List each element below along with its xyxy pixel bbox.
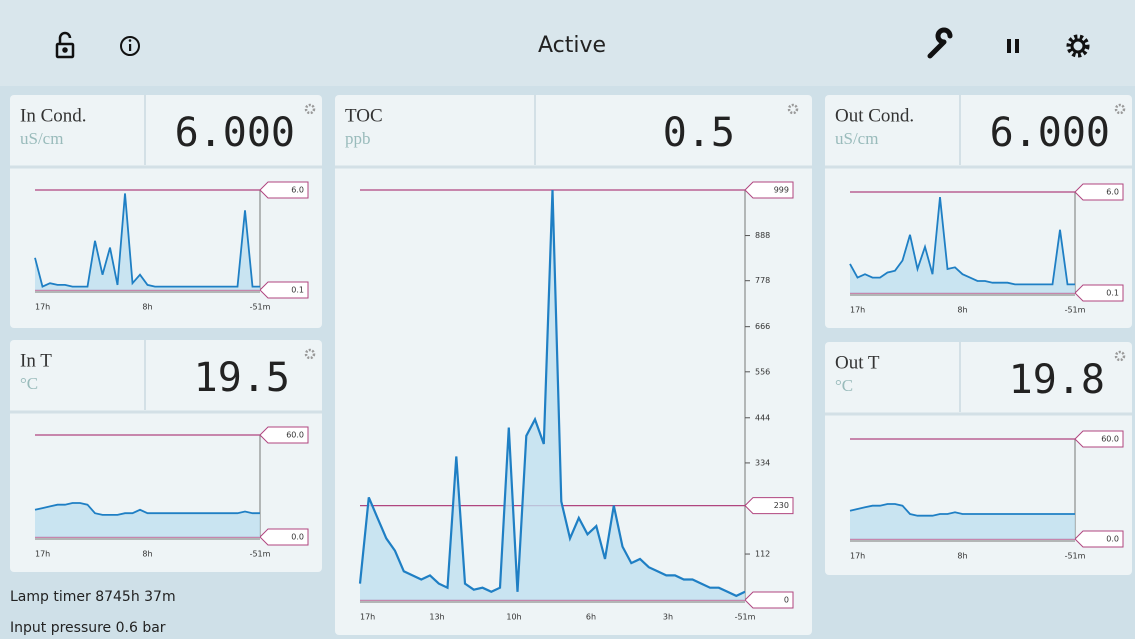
panel-unit: uS/cm bbox=[835, 129, 878, 148]
x-tick-label: 6h bbox=[586, 613, 596, 622]
status-title: Active bbox=[538, 33, 606, 58]
x-tick-label: -51m bbox=[250, 550, 271, 559]
panel-unit: uS/cm bbox=[20, 129, 63, 148]
screen: Active In Cond. uS/cm 6.000 6.0 0.1 17h 8h -51m… bbox=[0, 0, 1135, 639]
y-tick-label: 888 bbox=[755, 231, 770, 240]
x-tick-label: 8h bbox=[957, 306, 967, 315]
panel: Out T °C 19.8 60.0 0.0 17h 8h -51m bbox=[825, 342, 1132, 575]
y-tick-label: 556 bbox=[755, 367, 770, 376]
panel: Out Cond. uS/cm 6.000 6.0 0.1 17h 8h -51m bbox=[825, 95, 1132, 328]
x-tick-label: 8h bbox=[957, 552, 967, 561]
y-tick-label: 334 bbox=[755, 458, 770, 467]
x-tick-label: 17h bbox=[850, 306, 865, 315]
y-tick-label: 0.1 bbox=[1106, 289, 1119, 298]
panel: In Cond. uS/cm 6.000 6.0 0.1 17h 8h -51m bbox=[10, 95, 322, 328]
x-tick-label: -51m bbox=[1065, 306, 1086, 315]
panel-label: TOC bbox=[345, 105, 383, 126]
y-tick-label: 0.1 bbox=[291, 286, 304, 295]
y-tick-label: 60.0 bbox=[286, 431, 304, 440]
panel-value: 19.5 bbox=[194, 355, 290, 401]
panel-label: In T bbox=[20, 350, 52, 371]
y-tick-label: 6.0 bbox=[291, 186, 304, 195]
y-tick-label: 444 bbox=[755, 413, 770, 422]
panel-value: 19.8 bbox=[1009, 357, 1105, 403]
y-tick-label: 0.0 bbox=[291, 533, 304, 542]
x-tick-label: -51m bbox=[250, 303, 271, 312]
x-tick-label: 8h bbox=[142, 550, 152, 559]
y-tick-label: 230 bbox=[774, 501, 789, 510]
y-tick-label: 778 bbox=[755, 276, 770, 285]
x-tick-label: 17h bbox=[850, 552, 865, 561]
panel-label: Out Cond. bbox=[835, 105, 914, 126]
x-tick-label: 17h bbox=[35, 303, 50, 312]
panel: TOC ppb 0.5 999 888 778 666 556 444 334 112 0 230 17h… bbox=[335, 95, 812, 635]
lamp-timer: Lamp timer 8745h 37m bbox=[10, 589, 176, 605]
y-tick-label: 60.0 bbox=[1101, 435, 1119, 444]
y-tick-label: 999 bbox=[774, 186, 789, 195]
panels: In Cond. uS/cm 6.000 6.0 0.1 17h 8h -51m In T °C 1… bbox=[10, 95, 1132, 635]
x-tick-label: -51m bbox=[735, 613, 756, 622]
panel-label: Out T bbox=[835, 352, 880, 373]
x-tick-label: 13h bbox=[429, 613, 444, 622]
x-tick-label: -51m bbox=[1065, 552, 1086, 561]
y-tick-label: 0 bbox=[784, 596, 789, 605]
x-tick-label: 10h bbox=[506, 613, 521, 622]
x-tick-label: 17h bbox=[360, 613, 375, 622]
panel-value: 6.000 bbox=[990, 110, 1110, 156]
y-tick-label: 666 bbox=[755, 322, 770, 331]
panel-label: In Cond. bbox=[20, 105, 87, 126]
y-tick-label: 6.0 bbox=[1106, 188, 1119, 197]
page: Active In Cond. uS/cm 6.000 6.0 0.1 17h 8h -51m… bbox=[0, 0, 1135, 639]
x-tick-label: 8h bbox=[142, 303, 152, 312]
input-pressure: Input pressure 0.6 bar bbox=[10, 620, 166, 636]
panel-value: 6.000 bbox=[175, 110, 295, 156]
x-tick-label: 17h bbox=[35, 550, 50, 559]
panel-unit: °C bbox=[20, 374, 38, 393]
x-tick-label: 3h bbox=[663, 613, 673, 622]
y-tick-label: 0.0 bbox=[1106, 535, 1119, 544]
panel-unit: °C bbox=[835, 376, 853, 395]
panel-value: 0.5 bbox=[663, 110, 735, 156]
panel: In T °C 19.5 60.0 0.0 17h 8h -51m bbox=[10, 340, 322, 572]
panel-unit: ppb bbox=[345, 129, 371, 148]
y-tick-label: 112 bbox=[755, 550, 770, 559]
